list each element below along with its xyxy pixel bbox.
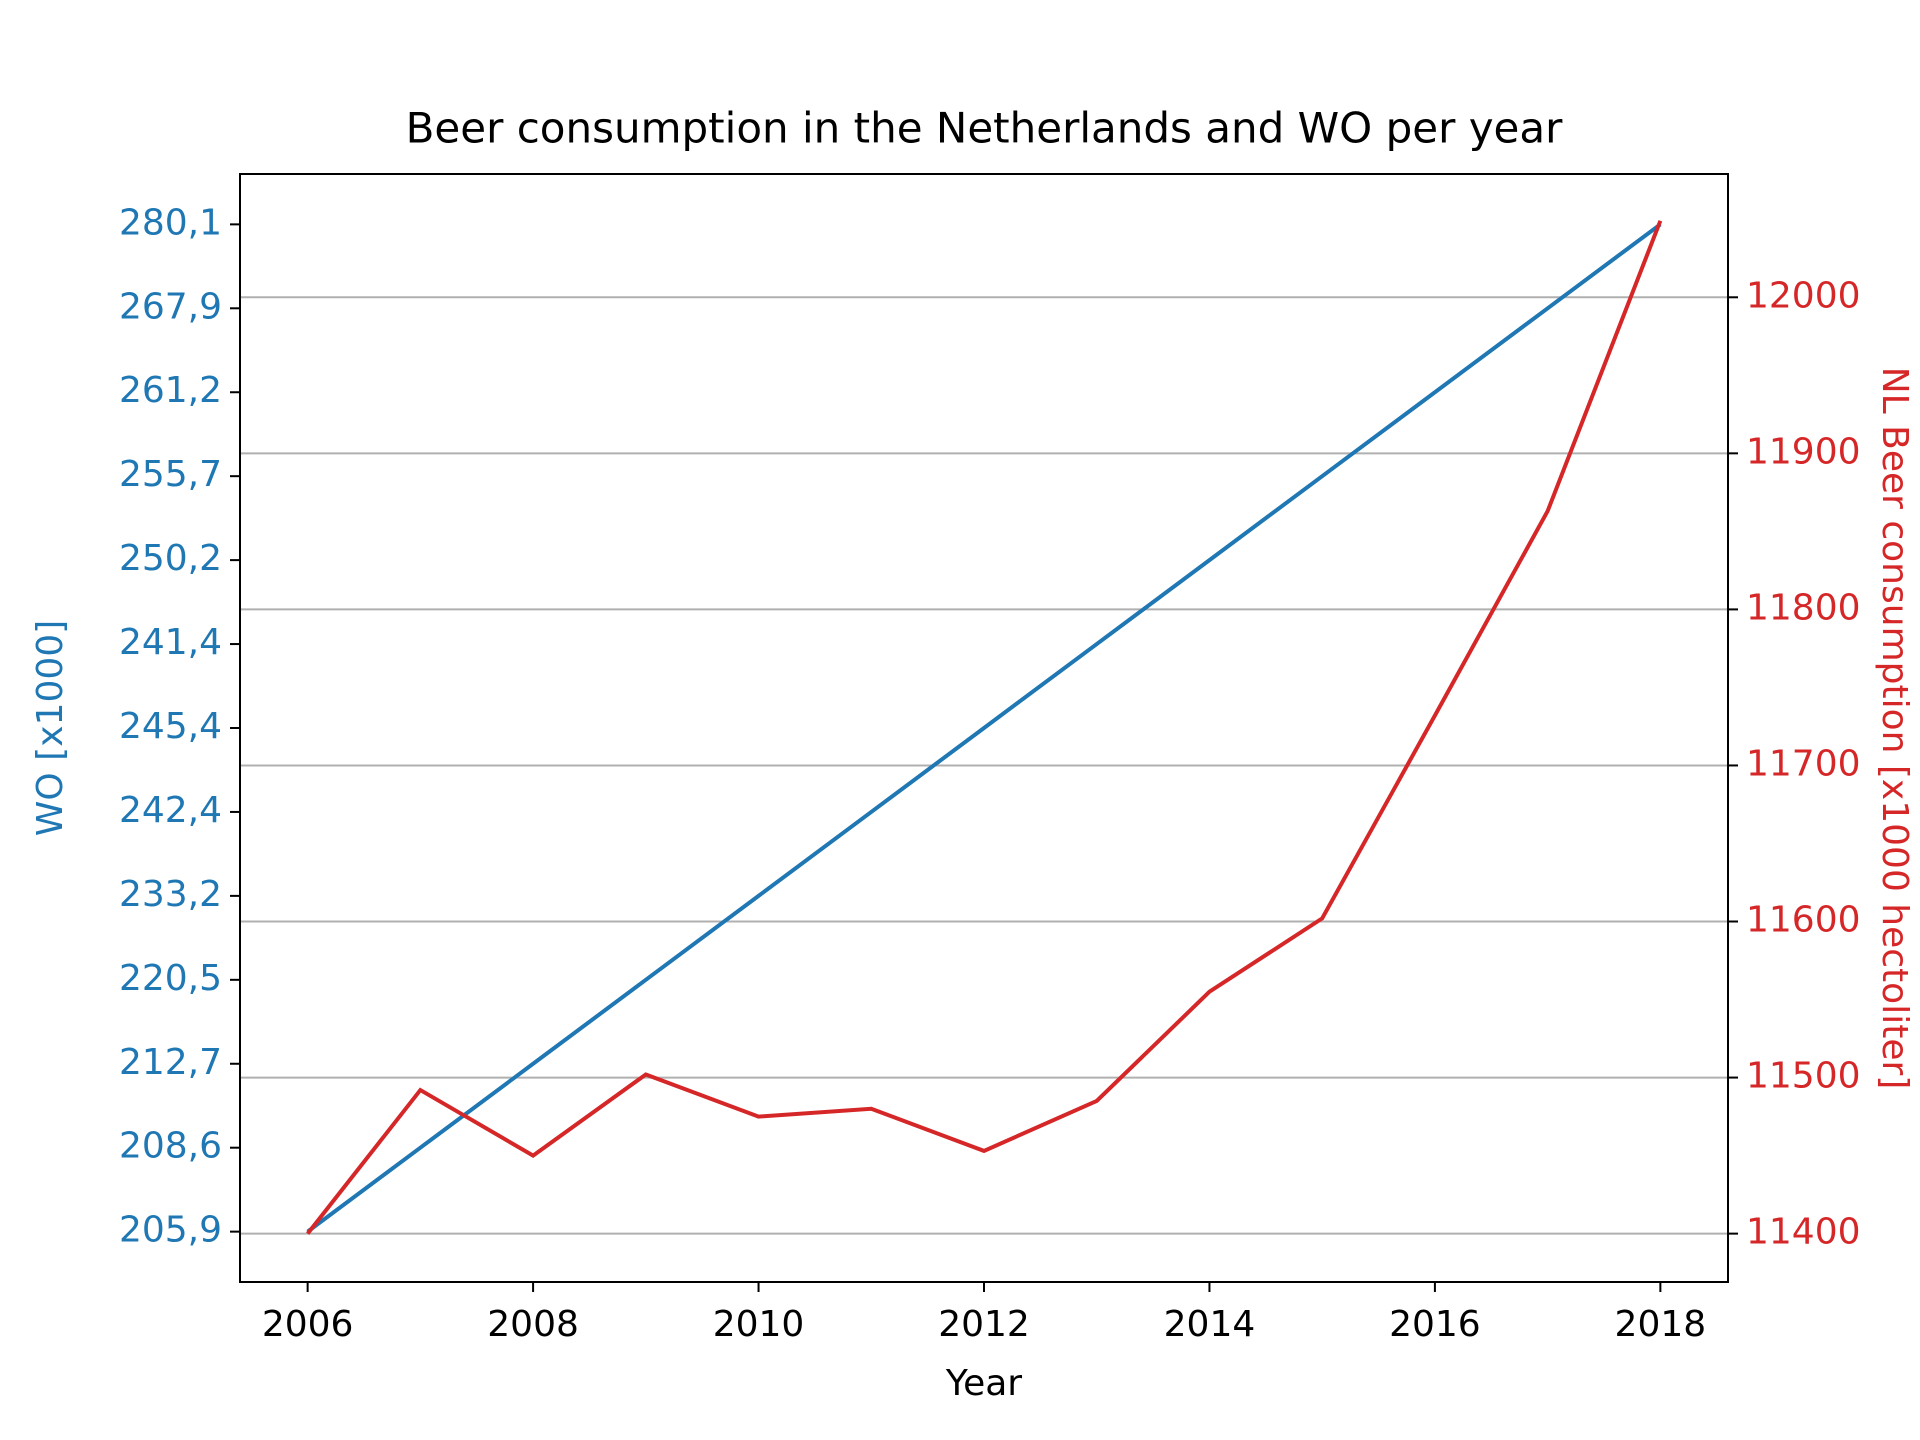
y2-tick-label: 11900 [1746,431,1861,472]
y2-axis-label: NL Beer consumption [x1000 hectoliter] [1874,367,1915,1090]
y2-tick-label: 11400 [1746,1212,1861,1253]
x-tick-label: 2006 [262,1304,354,1345]
x-axis-label: Year [945,1363,1022,1404]
y-tick-label: 250,2 [119,538,222,579]
plot-frame [239,173,1729,1283]
data-line [306,220,1663,1235]
chart-title: Beer consumption in the Netherlands and … [406,104,1564,153]
x-tick-label: 2018 [1615,1304,1707,1345]
y2-tick-label: 11800 [1746,587,1861,628]
y-tick-label: 220,5 [119,958,222,999]
data-line [306,222,1662,1234]
y2-tick-label: 11500 [1746,1056,1861,1097]
y2-tick-label: 11700 [1746,743,1861,784]
y2-tick-label: 12000 [1746,275,1861,316]
y-tick-label: 233,2 [119,874,222,915]
y-tick-label: 245,4 [119,706,222,747]
y-tick-label: 212,7 [119,1042,222,1083]
y-tick-label: 241,4 [119,622,222,663]
x-tick-label: 2016 [1389,1304,1481,1345]
y-tick-label: 205,9 [119,1210,222,1251]
y-tick-label: 261,2 [119,370,222,411]
y-tick-label: 267,9 [119,286,222,327]
y2-tick-label: 11600 [1746,900,1861,941]
y-tick-label: 255,7 [119,454,222,495]
y-tick-label: 280,1 [119,202,222,243]
x-tick-label: 2008 [487,1304,579,1345]
y-axis-label: WO [x1000] [30,620,71,836]
x-tick-label: 2010 [713,1304,805,1345]
y-tick-label: 208,6 [119,1126,222,1167]
x-tick-label: 2012 [938,1304,1030,1345]
x-tick-label: 2014 [1164,1304,1256,1345]
y-tick-label: 242,4 [119,790,222,831]
